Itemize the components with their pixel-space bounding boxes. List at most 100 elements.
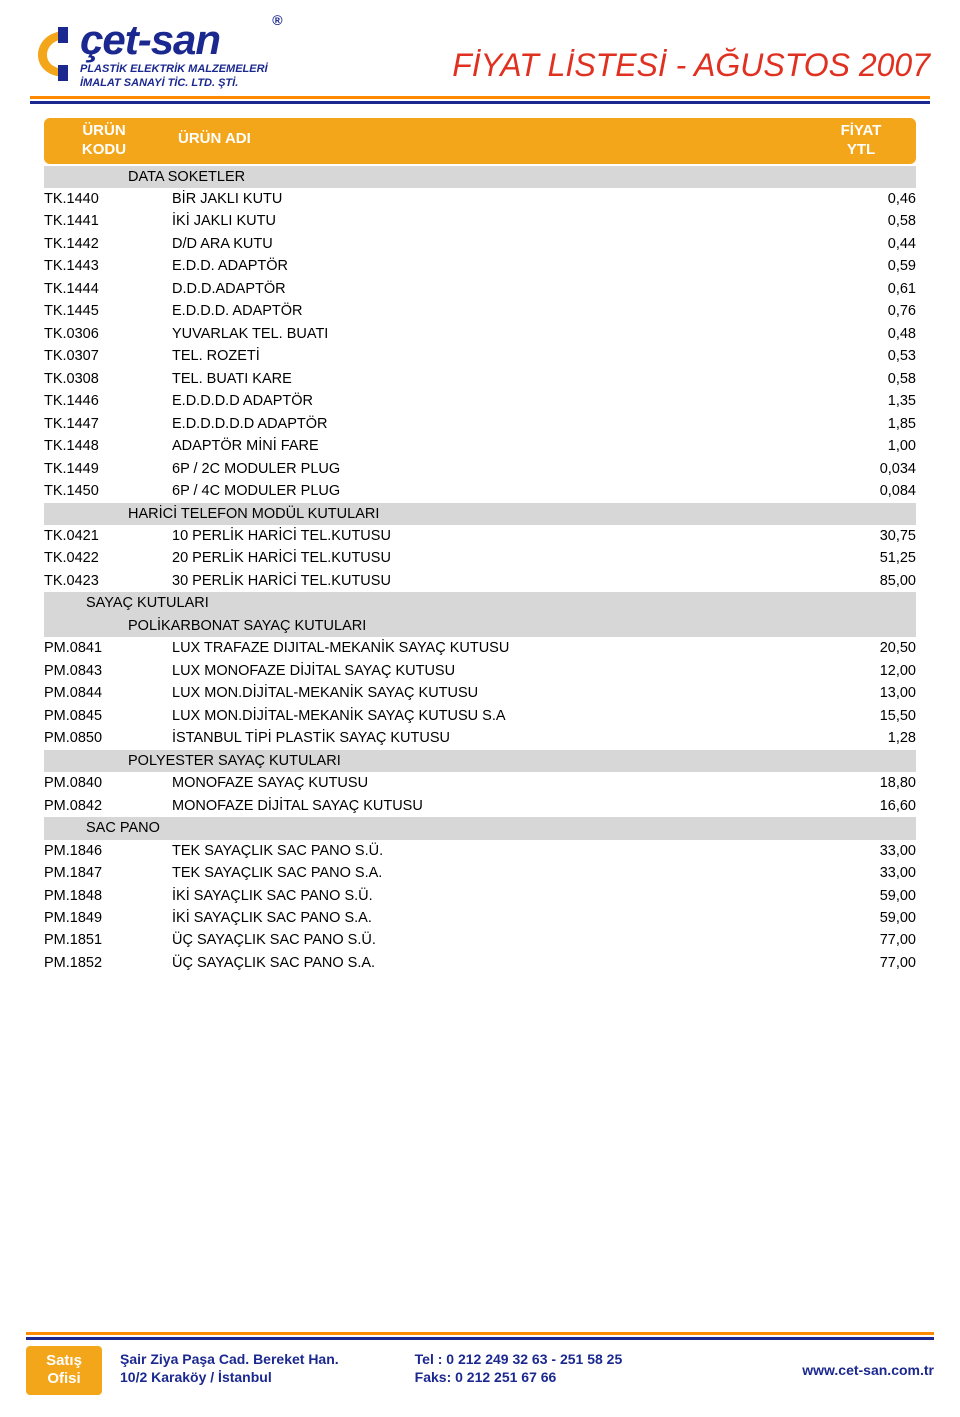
- product-price: 33,00: [826, 862, 916, 884]
- table-row: TK.042110 PERLİK HARİCİ TEL.KUTUSU30,75: [44, 525, 916, 547]
- product-name: LUX MONOFAZE DİJİTAL SAYAÇ KUTUSU: [172, 660, 826, 682]
- product-name: D/D ARA KUTU: [172, 233, 826, 255]
- column-header-bar: ÜRÜN KODU ÜRÜN ADI FİYAT YTL: [44, 118, 916, 164]
- logo-mark-icon: [30, 25, 74, 83]
- table-row: TK.0307TEL. ROZETİ0,53: [44, 345, 916, 367]
- product-name: E.D.D.D.D.D ADAPTÖR: [172, 413, 826, 435]
- product-name: D.D.D.ADAPTÖR: [172, 278, 826, 300]
- product-name: LUX MON.DİJİTAL-MEKANİK SAYAÇ KUTUSU S.A: [172, 705, 826, 727]
- product-code: TK.0307: [44, 345, 172, 367]
- product-name: 6P / 4C MODULER PLUG: [172, 480, 826, 502]
- product-name: ÜÇ SAYAÇLIK SAC PANO S.Ü.: [172, 929, 826, 951]
- product-name: E.D.D.D.D ADAPTÖR: [172, 390, 826, 412]
- footer-telephone: Tel : 0 212 249 32 63 - 251 58 25 Faks: …: [415, 1346, 623, 1396]
- product-price: 1,85: [826, 413, 916, 435]
- section-header: SAYAÇ KUTULARI: [44, 592, 916, 614]
- table-row: TK.1444D.D.D.ADAPTÖR0,61: [44, 278, 916, 300]
- col-price-line2: YTL: [820, 141, 902, 160]
- table-row: PM.1851ÜÇ SAYAÇLIK SAC PANO S.Ü.77,00: [44, 929, 916, 951]
- table-row: TK.14496P / 2C MODULER PLUG0,034: [44, 458, 916, 480]
- section-name: SAYAÇ KUTULARI: [44, 592, 916, 614]
- product-name: ÜÇ SAYAÇLIK SAC PANO S.A.: [172, 952, 826, 974]
- footer-office-l1: Satış: [38, 1352, 90, 1371]
- table-row: TK.042220 PERLİK HARİCİ TEL.KUTUSU51,25: [44, 547, 916, 569]
- product-price: 12,00: [826, 660, 916, 682]
- table-row: PM.0842MONOFAZE DİJİTAL SAYAÇ KUTUSU16,6…: [44, 795, 916, 817]
- product-name: TEL. ROZETİ: [172, 345, 826, 367]
- product-code: PM.1846: [44, 840, 172, 862]
- product-name: İKİ SAYAÇLIK SAC PANO S.Ü.: [172, 885, 826, 907]
- product-code: TK.1449: [44, 458, 172, 480]
- product-code: PM.0845: [44, 705, 172, 727]
- product-code: PM.1852: [44, 952, 172, 974]
- product-code: PM.0843: [44, 660, 172, 682]
- product-price: 1,28: [826, 727, 916, 749]
- table-row: TK.0306YUVARLAK TEL. BUATI0,48: [44, 323, 916, 345]
- table-row: PM.0841LUX TRAFAZE DIJITAL-MEKANİK SAYAÇ…: [44, 637, 916, 659]
- product-price: 0,46: [826, 188, 916, 210]
- table-row: TK.0308TEL. BUATI KARE0,58: [44, 368, 916, 390]
- table-row: PM.1849İKİ SAYAÇLIK SAC PANO S.A.59,00: [44, 907, 916, 929]
- logo-subtitle-2: İMALAT SANAYİ TİC. LTD. ŞTİ.: [80, 77, 268, 90]
- footer-tel-l1: Tel : 0 212 249 32 63 - 251 58 25: [415, 1350, 623, 1369]
- product-name: 20 PERLİK HARİCİ TEL.KUTUSU: [172, 547, 826, 569]
- section-name: SAC PANO: [44, 817, 916, 839]
- logo-text-wrap: çet-san ® PLASTİK ELEKTRİK MALZEMELERİ İ…: [80, 19, 268, 90]
- table-row: PM.0840MONOFAZE SAYAÇ KUTUSU18,80: [44, 772, 916, 794]
- product-code: PM.1847: [44, 862, 172, 884]
- col-code-line2: KODU: [58, 141, 150, 160]
- product-code: TK.1445: [44, 300, 172, 322]
- product-code: TK.1450: [44, 480, 172, 502]
- product-code: PM.0841: [44, 637, 172, 659]
- product-name: LUX TRAFAZE DIJITAL-MEKANİK SAYAÇ KUTUSU: [172, 637, 826, 659]
- table-row: PM.0845LUX MON.DİJİTAL-MEKANİK SAYAÇ KUT…: [44, 705, 916, 727]
- logo-wordmark: çet-san ®: [80, 19, 268, 61]
- product-price: 0,084: [826, 480, 916, 502]
- product-name: TEK SAYAÇLIK SAC PANO S.Ü.: [172, 840, 826, 862]
- footer-rules: [26, 1332, 934, 1340]
- footer-addr-l2: 10/2 Karaköy / İstanbul: [120, 1368, 339, 1387]
- table-row: TK.1442D/D ARA KUTU0,44: [44, 233, 916, 255]
- product-code: TK.1441: [44, 210, 172, 232]
- section-header: SAC PANO: [44, 817, 916, 839]
- table-row: PM.0843LUX MONOFAZE DİJİTAL SAYAÇ KUTUSU…: [44, 660, 916, 682]
- product-name: TEL. BUATI KARE: [172, 368, 826, 390]
- product-price: 16,60: [826, 795, 916, 817]
- product-name: YUVARLAK TEL. BUATI: [172, 323, 826, 345]
- product-code: PM.0850: [44, 727, 172, 749]
- logo-subtitle-1: PLASTİK ELEKTRİK MALZEMELERİ: [80, 63, 268, 76]
- table-row: PM.1846TEK SAYAÇLIK SAC PANO S.Ü.33,00: [44, 840, 916, 862]
- product-price: 30,75: [826, 525, 916, 547]
- table-row: PM.0844LUX MON.DİJİTAL-MEKANİK SAYAÇ KUT…: [44, 682, 916, 704]
- product-price: 85,00: [826, 570, 916, 592]
- product-price: 0,76: [826, 300, 916, 322]
- header: çet-san ® PLASTİK ELEKTRİK MALZEMELERİ İ…: [0, 0, 960, 90]
- product-price: 18,80: [826, 772, 916, 794]
- footer: Satış Ofisi Şair Ziya Paşa Cad. Bereket …: [0, 1332, 960, 1417]
- product-code: PM.1848: [44, 885, 172, 907]
- product-name: İKİ SAYAÇLIK SAC PANO S.A.: [172, 907, 826, 929]
- product-name: MONOFAZE DİJİTAL SAYAÇ KUTUSU: [172, 795, 826, 817]
- product-price: 20,50: [826, 637, 916, 659]
- product-price: 0,53: [826, 345, 916, 367]
- section-name: DATA SOKETLER: [44, 166, 916, 188]
- table-row: TK.042330 PERLİK HARİCİ TEL.KUTUSU85,00: [44, 570, 916, 592]
- product-code: TK.1443: [44, 255, 172, 277]
- footer-rule-orange: [26, 1332, 934, 1335]
- product-code: TK.1440: [44, 188, 172, 210]
- product-name: E.D.D.D. ADAPTÖR: [172, 300, 826, 322]
- table-row: PM.0850İSTANBUL TİPİ PLASTİK SAYAÇ KUTUS…: [44, 727, 916, 749]
- product-price: 51,25: [826, 547, 916, 569]
- product-code: TK.1444: [44, 278, 172, 300]
- product-code: TK.1446: [44, 390, 172, 412]
- product-name: E.D.D. ADAPTÖR: [172, 255, 826, 277]
- product-price: 0,58: [826, 210, 916, 232]
- col-header-code: ÜRÜN KODU: [44, 118, 164, 164]
- product-price: 77,00: [826, 952, 916, 974]
- product-name: İSTANBUL TİPİ PLASTİK SAYAÇ KUTUSU: [172, 727, 826, 749]
- rule-blue: [30, 101, 930, 104]
- footer-rule-blue: [26, 1337, 934, 1340]
- registered-mark: ®: [272, 13, 281, 27]
- product-price: 0,58: [826, 368, 916, 390]
- product-code: TK.1442: [44, 233, 172, 255]
